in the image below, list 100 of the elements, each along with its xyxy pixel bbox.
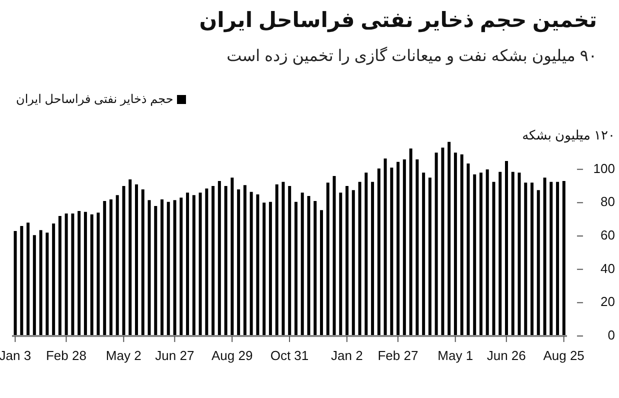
bar — [173, 200, 176, 336]
bar — [543, 178, 546, 336]
bar — [52, 224, 56, 336]
y-tick-label: 80 — [600, 194, 615, 210]
y-tick-label: 100 — [593, 160, 615, 176]
bar — [212, 186, 215, 336]
bar — [71, 214, 74, 336]
bar — [237, 189, 240, 336]
x-tick-label: Feb 28 — [46, 348, 86, 363]
bar — [288, 186, 292, 336]
bar — [504, 161, 508, 336]
bar — [218, 181, 221, 336]
bar — [396, 162, 400, 336]
y-tick-label: 40 — [600, 260, 615, 276]
bar — [84, 212, 87, 336]
bar — [64, 214, 68, 336]
bar — [326, 182, 330, 336]
bar — [454, 152, 457, 336]
bar — [441, 148, 444, 336]
bar — [314, 201, 317, 336]
bar — [562, 181, 566, 336]
bar — [141, 189, 144, 336]
bar — [530, 182, 534, 336]
bar — [148, 200, 151, 336]
bar — [275, 184, 278, 336]
bar — [492, 182, 496, 336]
chart-subtitle: ۹۰ میلیون بشکه نفت و میعانات گازی را تخمین زده است — [226, 46, 597, 66]
bar — [122, 186, 126, 336]
x-tick-label: Oct 31 — [270, 348, 309, 363]
bar — [422, 172, 426, 336]
bar — [371, 182, 374, 336]
bar — [416, 159, 419, 336]
bar — [460, 154, 464, 336]
bar — [332, 176, 336, 336]
bar — [268, 202, 272, 336]
bar — [134, 184, 138, 336]
bar — [46, 232, 49, 336]
x-tick-label: Jun 27 — [155, 348, 194, 363]
x-tick-label: Jun 26 — [486, 348, 526, 363]
bar — [192, 195, 196, 336]
bar — [498, 172, 502, 336]
bar — [154, 206, 158, 336]
bar — [166, 202, 170, 336]
bar — [518, 172, 521, 336]
bar — [486, 169, 489, 336]
bar — [550, 182, 553, 336]
bar — [20, 226, 24, 336]
bar — [390, 168, 394, 336]
x-tick-label: May 1 — [438, 348, 474, 363]
bar — [352, 190, 355, 336]
y-tick-label: 60 — [600, 227, 615, 242]
bar — [524, 182, 528, 336]
bar — [14, 231, 17, 336]
x-tick-label: Feb 27 — [378, 348, 418, 363]
bar — [448, 142, 451, 336]
x-tick-label: Aug 25 — [543, 348, 584, 363]
bar — [116, 195, 119, 336]
bar — [294, 202, 298, 336]
y-tick-label: 0 — [608, 327, 615, 342]
bar — [205, 188, 208, 336]
bar — [428, 178, 432, 336]
bar — [536, 190, 540, 336]
bar — [358, 182, 362, 336]
bar — [96, 212, 100, 336]
bar — [402, 159, 406, 336]
bar — [32, 235, 36, 336]
bar — [250, 192, 253, 336]
bar — [377, 168, 380, 336]
legend-label: حجم ذخایر نفتی فراساحل ایران — [16, 92, 174, 106]
chart-title: تخمین حجم ذخایر نفتی فراساحل ایران — [199, 8, 597, 33]
bar — [479, 172, 482, 336]
bar — [466, 164, 470, 336]
bar — [78, 211, 81, 336]
bar — [103, 201, 106, 336]
bar — [556, 182, 560, 336]
bar — [307, 196, 310, 336]
bar — [384, 158, 387, 336]
bar — [230, 178, 234, 336]
x-tick-label: Aug 29 — [211, 348, 253, 363]
bar — [26, 222, 30, 336]
bar — [90, 214, 94, 336]
bar — [262, 202, 266, 336]
bar — [160, 199, 164, 336]
x-tick-label: May 2 — [106, 348, 142, 363]
bar — [128, 179, 132, 336]
bar — [300, 192, 304, 336]
bar — [243, 185, 246, 336]
bar — [39, 230, 42, 336]
bar — [473, 174, 476, 336]
y-tick-label: ۱۲۰ میلیون بشکه — [522, 127, 615, 144]
bar — [511, 172, 514, 336]
bar — [58, 216, 62, 336]
x-tick-label: Jan 2 — [331, 348, 363, 363]
bar — [256, 194, 260, 336]
bar — [364, 172, 368, 336]
bar — [224, 186, 228, 336]
bar — [282, 182, 285, 336]
bar — [346, 186, 349, 336]
bar — [109, 199, 112, 336]
bar — [409, 148, 412, 336]
